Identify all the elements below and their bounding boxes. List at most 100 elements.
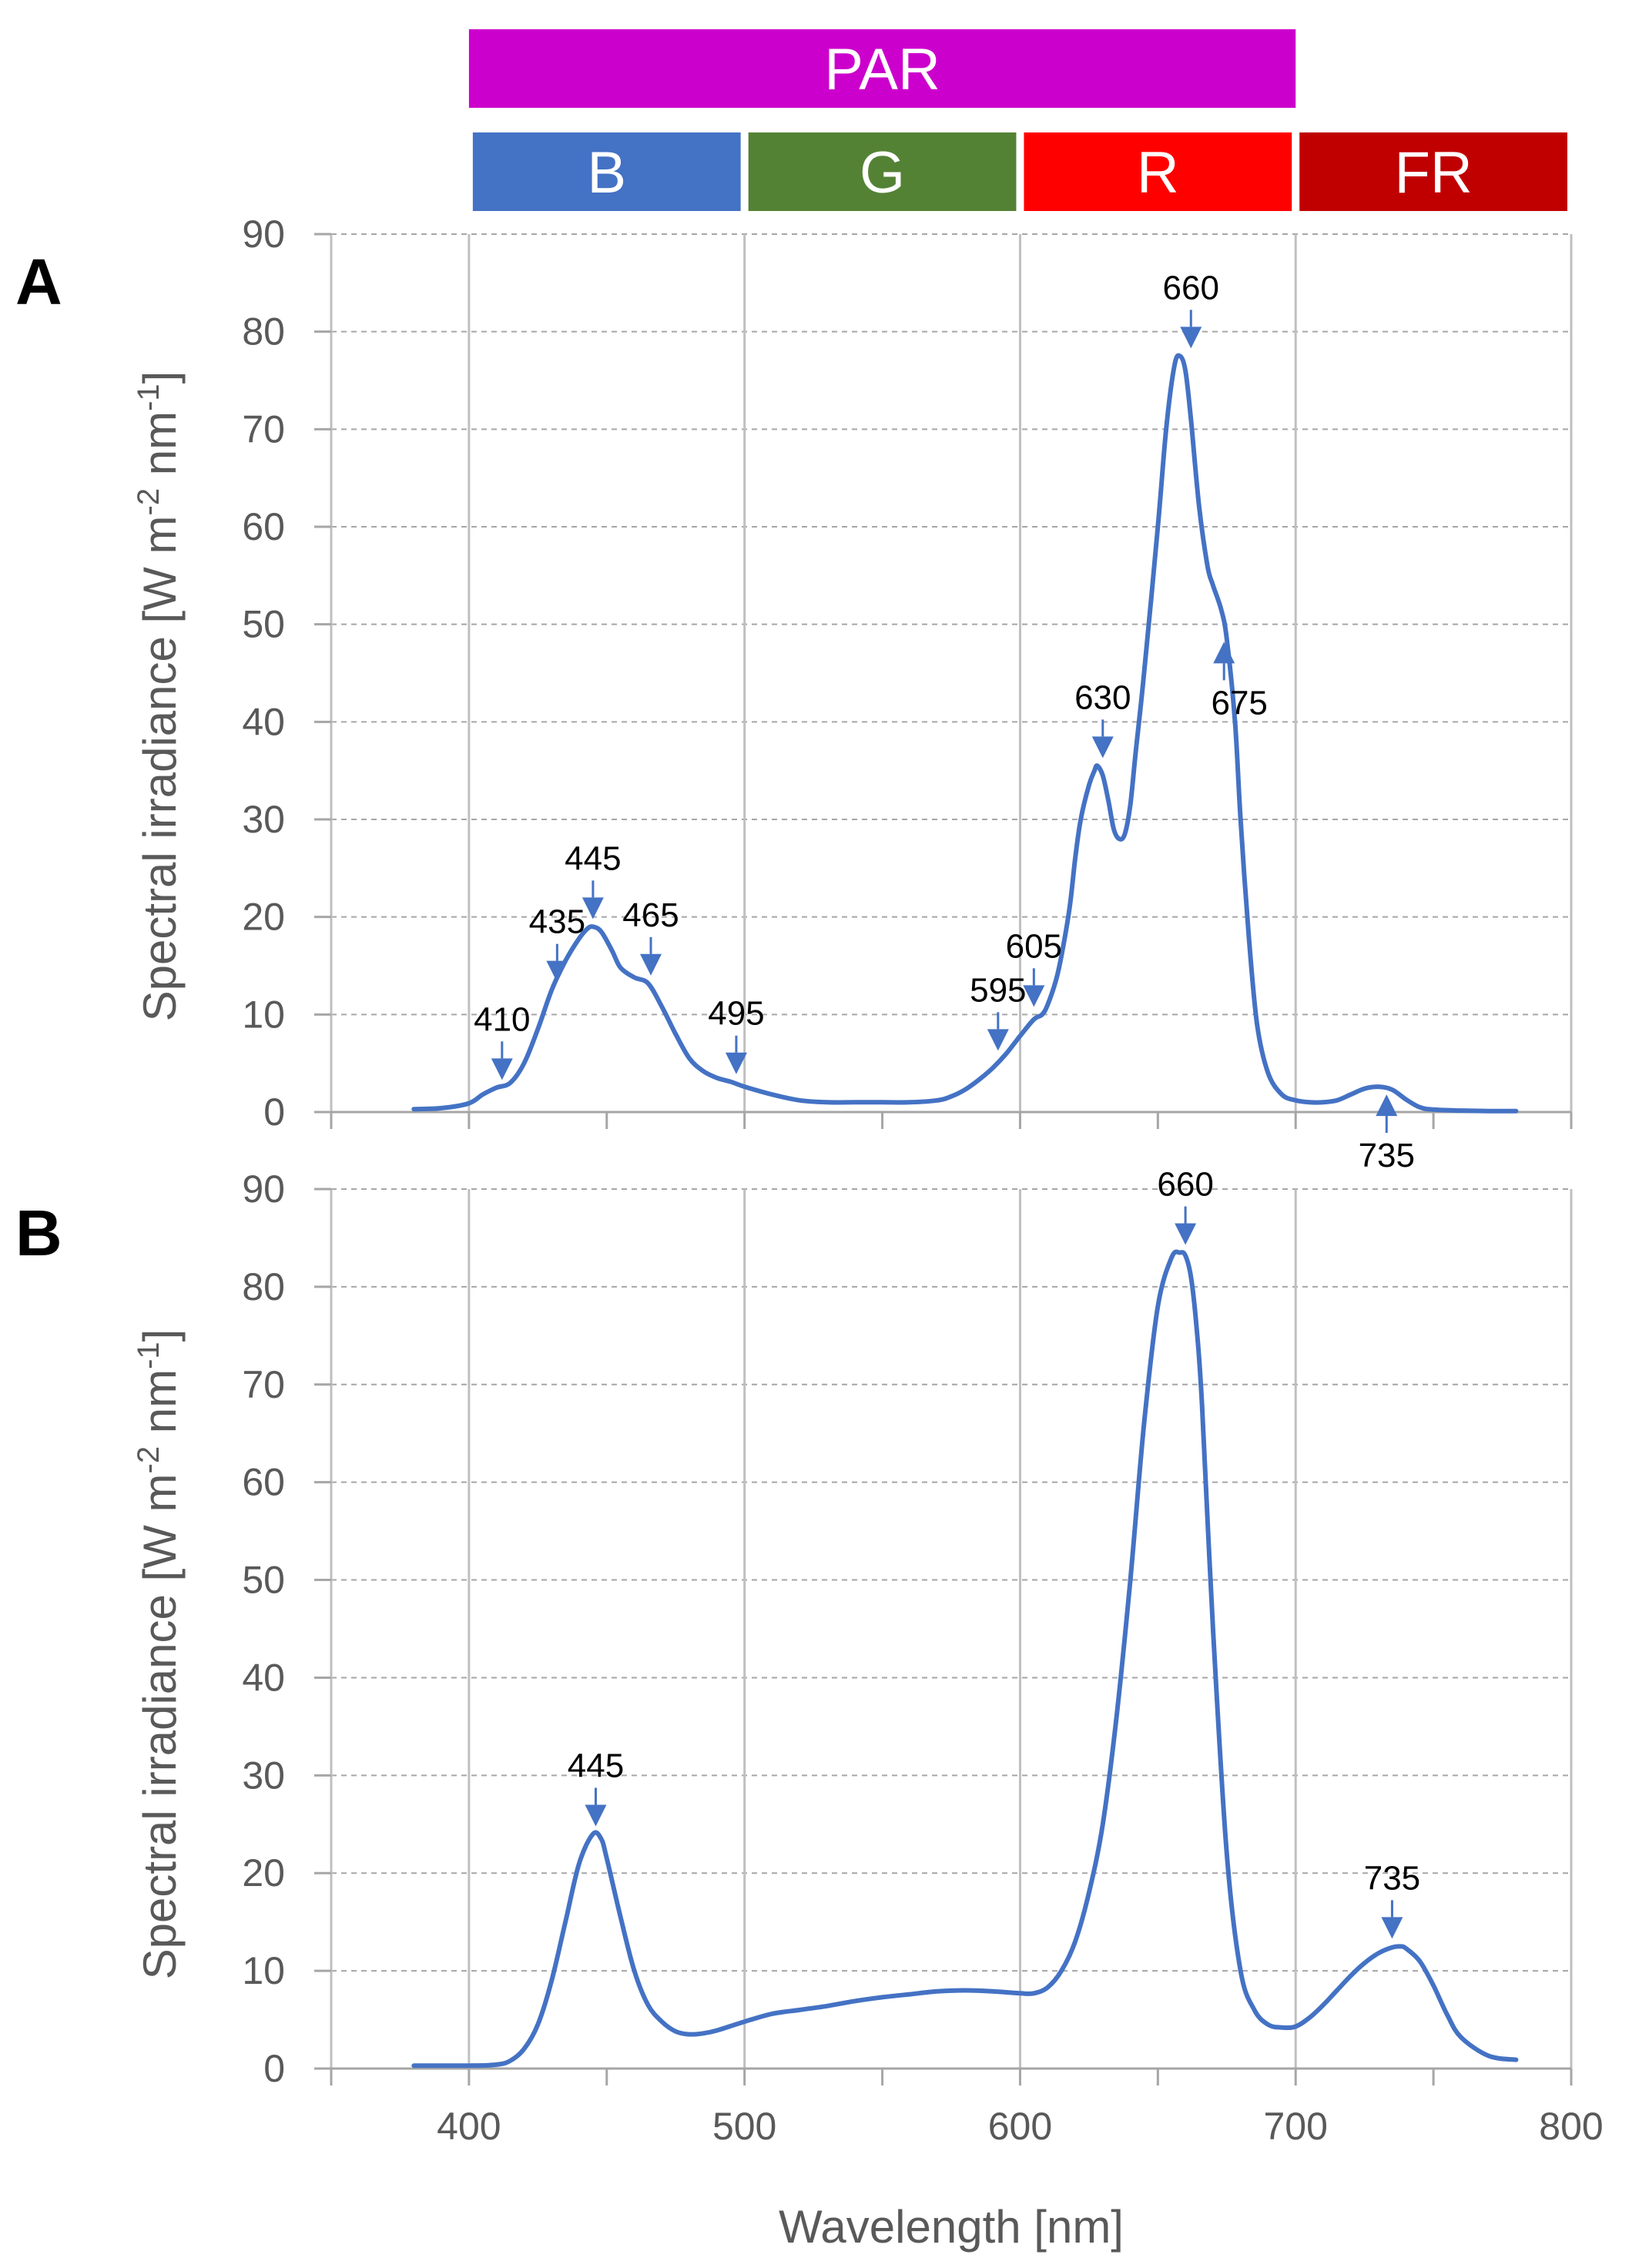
y-tick-label: 90	[242, 213, 285, 256]
annotation-label: 445	[568, 1747, 624, 1784]
band-b: B	[472, 132, 741, 211]
annotation-arrow-head	[1376, 1094, 1398, 1117]
peak-annotation-410: 410	[474, 1000, 531, 1080]
annotation-arrow-head	[491, 1058, 513, 1080]
y-tick-label: 0	[263, 1090, 285, 1134]
band-r-label: R	[1137, 140, 1179, 206]
y-axis-title-a-end: ]	[134, 371, 186, 384]
band-fr-label: FR	[1394, 140, 1472, 206]
y-axis-title-b-sup1: -2	[132, 1446, 166, 1474]
annotation-arrow-head	[1213, 642, 1235, 664]
band-g: G	[748, 132, 1017, 211]
annotation-arrow-head	[1381, 1917, 1403, 1939]
y-tick-label: 30	[242, 798, 285, 841]
annotation-label: 735	[1364, 1859, 1420, 1897]
peak-annotation-435: 435	[529, 903, 585, 983]
peak-annotation-675: 675	[1211, 642, 1268, 722]
spectrum-line	[411, 353, 1519, 1114]
band-g-bar	[748, 132, 1017, 211]
y-tick-label: 80	[242, 310, 285, 353]
y-tick-label: 80	[242, 1265, 285, 1308]
y-tick-label: 20	[242, 896, 285, 939]
y-tick-label: 70	[242, 1363, 285, 1406]
y-tick-label: 0	[263, 2047, 285, 2090]
annotation-label: 630	[1074, 678, 1131, 716]
x-axis-title: Wavelength [nm]	[779, 2201, 1124, 2253]
x-tick-label: 600	[988, 2105, 1052, 2148]
annotation-label: 735	[1359, 1137, 1415, 1174]
y-tick-label: 20	[242, 1851, 285, 1894]
peak-annotation-735: 735	[1364, 1859, 1420, 1939]
annotation-label: 465	[622, 896, 679, 934]
y-axis-title-b: Spectral irradiance [W m-2 nm-1]	[132, 1329, 186, 1980]
annotation-arrow-head	[1091, 736, 1114, 759]
annotation-label: 595	[970, 971, 1026, 1009]
band-fr: FR	[1299, 132, 1567, 211]
peak-annotation-660: 660	[1157, 1165, 1214, 1245]
x-tick-label: 500	[712, 2105, 776, 2148]
y-axis-title-a-sup1: -2	[132, 488, 166, 516]
annotation-arrow-head	[725, 1052, 747, 1074]
y-axis-title-b-end: ]	[134, 1329, 186, 1342]
y-tick-label: 10	[242, 993, 285, 1036]
band-b-label: B	[587, 140, 626, 206]
annotation-arrow-head	[585, 1804, 607, 1827]
y-tick-label: 10	[242, 1949, 285, 1992]
annotation-label: 495	[708, 995, 764, 1033]
annotation-label: 435	[529, 903, 585, 941]
y-axis-title-a-sup2: -1	[132, 384, 166, 411]
y-axis-title-a: Spectral irradiance [W m-2 nm-1]	[132, 371, 186, 1022]
peak-annotation-605: 605	[1006, 927, 1062, 1007]
x-tick-label: 700	[1264, 2105, 1328, 2148]
annotation-label: 410	[474, 1000, 530, 1038]
y-tick-label: 40	[242, 1656, 285, 1699]
annotation-label: 660	[1163, 269, 1219, 307]
band-b-bar	[472, 132, 741, 211]
y-tick-label: 60	[242, 1461, 285, 1504]
x-tick-label: 800	[1539, 2105, 1603, 2148]
band-par: PAR	[468, 29, 1296, 108]
y-tick-label: 90	[242, 1168, 285, 1211]
y-axis-title-a-text: Spectral irradiance [W m	[134, 515, 186, 1021]
annotation-arrow-head	[582, 897, 604, 920]
peak-annotation-445: 445	[568, 1747, 624, 1827]
y-tick-label: 60	[242, 505, 285, 548]
y-tick-label: 30	[242, 1754, 285, 1797]
peak-annotation-630: 630	[1074, 678, 1131, 759]
band-g-label: G	[860, 140, 905, 206]
peak-annotation-465: 465	[622, 896, 679, 976]
spectrum-line	[411, 1249, 1519, 2069]
peak-annotation-595: 595	[970, 971, 1027, 1051]
panel-label-b: B	[15, 1197, 62, 1269]
spectral-band-bar: PAR B G R FR	[468, 29, 1567, 211]
band-par-bar	[468, 29, 1296, 108]
y-axis-title-b-text: Spectral irradiance [W m	[134, 1473, 186, 1979]
annotation-label: 605	[1006, 927, 1062, 965]
band-r-bar	[1024, 132, 1292, 211]
y-tick-label: 40	[242, 700, 285, 743]
annotation-label: 660	[1157, 1165, 1213, 1203]
y-tick-label: 70	[242, 407, 285, 451]
annotation-arrow-head	[1023, 985, 1045, 1007]
annotation-label: 675	[1211, 684, 1267, 722]
band-r: R	[1024, 132, 1292, 211]
annotation-arrow-head	[1175, 1223, 1197, 1245]
x-tick-label: 400	[437, 2105, 501, 2148]
panel-label-a: A	[15, 246, 62, 318]
annotation-arrow-head	[640, 953, 662, 976]
annotation-arrow-head	[987, 1029, 1009, 1051]
annotation-arrow-head	[546, 960, 568, 983]
peak-annotation-660: 660	[1163, 269, 1219, 349]
annotation-arrow-head	[1180, 327, 1202, 349]
y-tick-label: 50	[242, 603, 285, 646]
y-axis-title-b-mid: nm	[134, 1369, 186, 1446]
annotation-label: 445	[565, 839, 621, 877]
y-tick-label: 50	[242, 1559, 285, 1602]
band-fr-bar	[1299, 132, 1567, 211]
y-axis-title-b-sup2: -1	[132, 1342, 166, 1369]
chart-panel-b: 0 10 20 30 40 50 60 70 80 90 400 500 600 700 800 445 660…	[242, 1165, 1603, 2148]
peak-annotation-735: 735	[1359, 1094, 1415, 1174]
